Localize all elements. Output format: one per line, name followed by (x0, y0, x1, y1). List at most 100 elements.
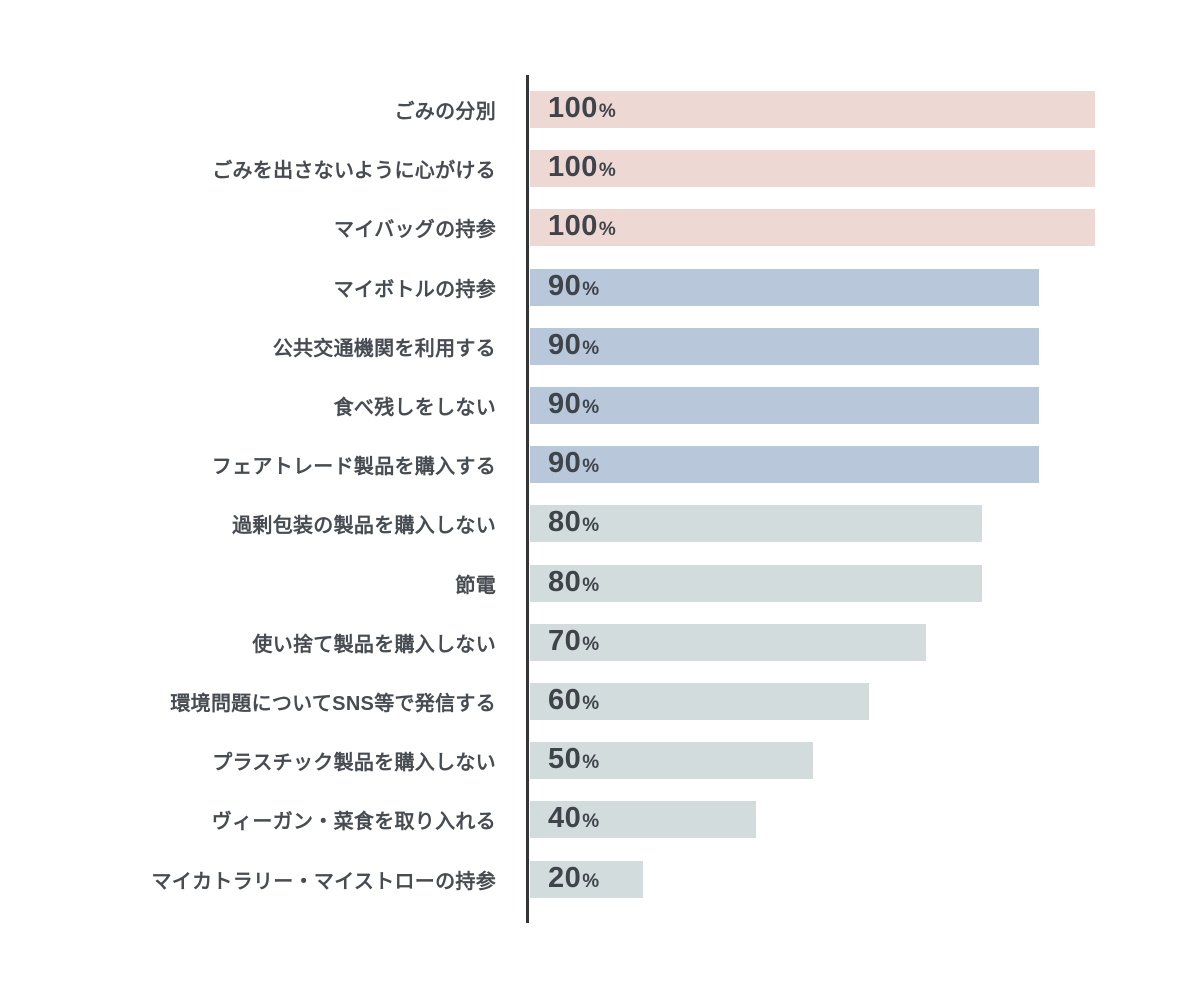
bar: 100% (530, 91, 1095, 129)
percent-sign: % (582, 515, 600, 537)
chart-row: フェアトレード製品を購入する 90% (0, 435, 1199, 494)
value-number: 100 (548, 151, 598, 184)
value-number: 90 (548, 269, 582, 302)
category-label: マイバッグの持参 (334, 219, 496, 242)
bar-track: 50% (530, 742, 1095, 780)
category-label: ごみを出さないように心がける (212, 160, 496, 183)
percent-sign: % (582, 397, 600, 419)
percent-sign: % (582, 692, 600, 714)
value-number: 60 (548, 683, 582, 716)
value-number: 100 (548, 210, 598, 243)
category-label: 過剰包装の製品を購入しない (232, 515, 496, 538)
value-label: 90% (530, 328, 600, 362)
chart-row: ごみを出さないように心がける 100% (0, 139, 1199, 198)
value-number: 90 (548, 328, 582, 361)
value-number: 80 (548, 506, 582, 539)
chart-row: ごみの分別 100% (0, 80, 1199, 139)
chart-row: 環境問題についてSNS等で発信する 60% (0, 672, 1199, 731)
bar-track: 80% (530, 505, 1095, 543)
percent-sign: % (582, 456, 600, 478)
bar: 70% (530, 623, 926, 661)
bar-track: 70% (530, 623, 1095, 661)
value-number: 70 (548, 624, 582, 657)
bar: 20% (530, 860, 643, 898)
percent-sign: % (582, 278, 600, 300)
y-axis-line (526, 75, 529, 923)
chart-row: 過剰包装の製品を購入しない 80% (0, 494, 1199, 553)
bar-track: 40% (530, 801, 1095, 839)
chart-rows: ごみの分別 100% ごみを出さないように心がける 100% マイバッグの持参 100% マ… (0, 80, 1199, 909)
percent-sign: % (598, 101, 616, 123)
chart-row: マイカトラリー・マイストローの持参 20% (0, 849, 1199, 908)
value-number: 80 (548, 565, 582, 598)
percent-sign: % (582, 337, 600, 359)
value-number: 20 (548, 861, 582, 894)
value-number: 100 (548, 92, 598, 125)
bar-track: 20% (530, 860, 1095, 898)
bar-track: 100% (530, 209, 1095, 247)
bar-track: 90% (530, 268, 1095, 306)
value-number: 90 (548, 388, 582, 421)
category-label: 公共交通機関を利用する (272, 337, 496, 360)
chart-row: プラスチック製品を購入しない 50% (0, 731, 1199, 790)
bar: 60% (530, 682, 869, 720)
category-label: 節電 (455, 574, 496, 597)
value-label: 90% (530, 449, 599, 480)
bar-track: 90% (530, 387, 1095, 425)
percent-sign: % (582, 752, 600, 774)
value-label: 70% (530, 624, 600, 658)
value-label: 80% (530, 565, 600, 599)
value-label: 90% (530, 390, 599, 421)
value-label: 90% (530, 269, 600, 303)
value-label: 50% (530, 745, 599, 776)
chart-row: ヴィーガン・菜食を取り入れる 40% (0, 790, 1199, 849)
bar: 100% (530, 150, 1095, 188)
category-label: 使い捨て製品を購入しない (252, 633, 496, 656)
bar: 90% (530, 387, 1039, 425)
bar: 100% (530, 209, 1095, 247)
category-label: マイカトラリー・マイストローの持参 (151, 870, 496, 893)
chart-row: マイボトルの持参 90% (0, 258, 1199, 317)
bar: 80% (530, 505, 982, 543)
value-label: 100% (530, 94, 616, 125)
percent-sign: % (582, 870, 600, 892)
value-number: 50 (548, 743, 582, 776)
category-label: マイボトルの持参 (333, 278, 496, 301)
category-label: 環境問題についてSNS等で発信する (170, 692, 496, 715)
bar: 90% (530, 268, 1039, 306)
bar-track: 90% (530, 446, 1095, 484)
bar: 90% (530, 446, 1039, 484)
category-label: ごみの分別 (394, 101, 496, 124)
value-label: 100% (530, 212, 616, 243)
chart-row: 節電 80% (0, 554, 1199, 613)
value-label: 60% (530, 683, 600, 717)
bar: 90% (530, 327, 1039, 365)
value-label: 20% (530, 861, 600, 895)
bar-track: 100% (530, 150, 1095, 188)
value-label: 100% (530, 153, 616, 184)
percent-sign: % (582, 811, 600, 833)
category-label: フェアトレード製品を購入する (211, 456, 496, 479)
bar-track: 80% (530, 564, 1095, 602)
percent-sign: % (598, 160, 616, 182)
percent-sign: % (582, 574, 600, 596)
chart-row: 使い捨て製品を購入しない 70% (0, 613, 1199, 672)
category-label: ヴィーガン・菜食を取り入れる (211, 811, 496, 834)
chart-row: マイバッグの持参 100% (0, 198, 1199, 257)
value-label: 40% (530, 804, 599, 835)
percent-sign: % (582, 633, 600, 655)
category-label: 食べ残しをしない (333, 397, 496, 420)
bar: 50% (530, 742, 813, 780)
bar-track: 90% (530, 327, 1095, 365)
percent-sign: % (598, 219, 616, 241)
bar-track: 100% (530, 91, 1095, 129)
bar: 40% (530, 801, 756, 839)
value-number: 90 (548, 447, 582, 480)
bar: 80% (530, 564, 982, 602)
value-number: 40 (548, 802, 582, 835)
category-label: プラスチック製品を購入しない (212, 752, 496, 775)
bar-track: 60% (530, 682, 1095, 720)
value-label: 80% (530, 508, 599, 539)
chart-row: 公共交通機関を利用する 90% (0, 317, 1199, 376)
